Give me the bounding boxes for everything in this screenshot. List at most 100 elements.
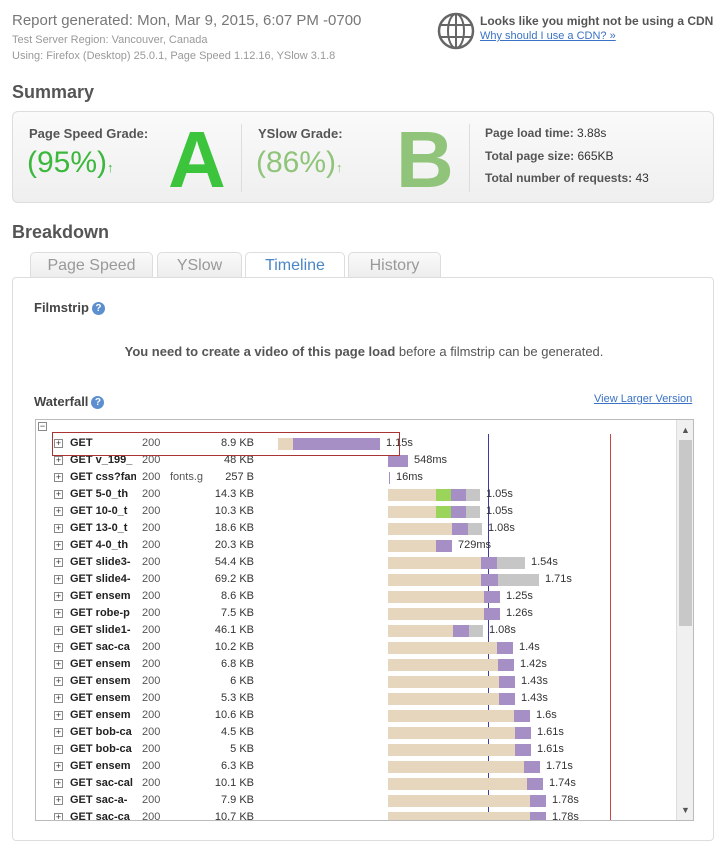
request-duration: 1.42s — [520, 658, 547, 670]
waterfall-row[interactable]: + GET v_199_ 200 48 KB 548ms — [52, 452, 678, 469]
request-duration: 16ms — [396, 471, 423, 483]
collapse-all-icon[interactable]: − — [38, 421, 47, 431]
waterfall-row[interactable]: + GET 200 8.9 KB 1.15s — [52, 435, 678, 452]
request-duration: 1.74s — [549, 777, 576, 789]
waterfall-row[interactable]: + GET sac-ca 200 10.7 KB 1.78s — [52, 809, 678, 821]
timing-bar-receive — [293, 438, 380, 450]
filmstrip-title: Filmstrip? — [34, 300, 105, 315]
request-status: 200 — [142, 522, 161, 534]
timing-bar-receive — [388, 455, 408, 467]
tab-yslow[interactable]: YSlow — [157, 252, 242, 279]
expand-row-icon[interactable]: + — [54, 455, 63, 465]
timing-bar-wait — [388, 540, 436, 552]
help-icon[interactable]: ? — [91, 302, 105, 315]
request-size: 14.3 KB — [214, 488, 254, 500]
expand-row-icon[interactable]: + — [54, 744, 63, 754]
expand-row-icon[interactable]: + — [54, 761, 63, 771]
expand-row-icon[interactable]: + — [54, 438, 63, 448]
request-count-label: Total number of requests: — [485, 171, 633, 185]
expand-row-icon[interactable]: + — [54, 727, 63, 737]
waterfall-row[interactable]: + GET ensem 200 6.3 KB 1.71s — [52, 758, 678, 775]
waterfall-row[interactable]: + GET css?fami 200 fonts.g 257 B 16ms — [52, 469, 678, 486]
expand-row-icon[interactable]: + — [54, 625, 63, 635]
request-duration: 1.61s — [537, 726, 564, 738]
waterfall-row[interactable]: + GET ensem 200 5.3 KB 1.43s — [52, 690, 678, 707]
request-status: 200 — [142, 590, 161, 602]
waterfall-row[interactable]: + GET sac-a- 200 7.9 KB 1.78s — [52, 792, 678, 809]
pagespeed-grade: A — [168, 115, 226, 204]
expand-row-icon[interactable]: + — [54, 778, 63, 788]
request-url: GET css?fami — [70, 471, 136, 483]
request-url: GET ensem — [70, 658, 131, 670]
waterfall-title: Waterfall? — [34, 394, 105, 409]
request-size: 10.7 KB — [214, 811, 254, 821]
waterfall-row[interactable]: + GET bob-ca 200 4.5 KB 1.61s — [52, 724, 678, 741]
request-size: 18.6 KB — [214, 522, 254, 534]
waterfall-row[interactable]: + GET slide1- 200 46.1 KB 1.08s — [52, 622, 678, 639]
request-status: 200 — [142, 488, 161, 500]
expand-row-icon[interactable]: + — [54, 608, 63, 618]
waterfall-row[interactable]: + GET 4-0_th 200 20.3 KB 729ms — [52, 537, 678, 554]
request-status: 200 — [142, 743, 161, 755]
request-status: 200 — [142, 454, 161, 466]
yslow-label: YSlow Grade: — [258, 126, 343, 141]
timing-bar-wait — [388, 523, 452, 535]
expand-row-icon[interactable]: + — [54, 642, 63, 652]
request-size: 8.9 KB — [220, 437, 254, 449]
timing-bar-wait — [388, 676, 499, 688]
expand-row-icon[interactable]: + — [54, 574, 63, 584]
tab-timeline[interactable]: Timeline — [245, 252, 345, 280]
filmstrip-title-text: Filmstrip — [34, 300, 89, 315]
expand-row-icon[interactable]: + — [54, 557, 63, 567]
expand-row-icon[interactable]: + — [54, 523, 63, 533]
waterfall-row[interactable]: + GET sac-ca 200 10.2 KB 1.4s — [52, 639, 678, 656]
waterfall-row[interactable]: + GET ensem 200 6.8 KB 1.42s — [52, 656, 678, 673]
expand-row-icon[interactable]: + — [54, 506, 63, 516]
summary-divider — [241, 124, 242, 192]
expand-row-icon[interactable]: + — [54, 676, 63, 686]
request-url: GET ensem — [70, 590, 131, 602]
expand-row-icon[interactable]: + — [54, 659, 63, 669]
request-duration: 1.25s — [506, 590, 533, 602]
scroll-down-icon[interactable]: ▼ — [681, 805, 690, 815]
request-url: GET sac-ca — [70, 811, 130, 821]
request-duration: 1.26s — [506, 607, 533, 619]
expand-row-icon[interactable]: + — [54, 795, 63, 805]
waterfall-scrollbar[interactable]: ▲ ▼ — [676, 420, 693, 820]
waterfall-row[interactable]: + GET ensem 200 6 KB 1.43s — [52, 673, 678, 690]
request-url: GET sac-a- — [70, 794, 128, 806]
waterfall-row[interactable]: + GET 5-0_th 200 14.3 KB 1.05s — [52, 486, 678, 503]
waterfall-row[interactable]: + GET bob-ca 200 5 KB 1.61s — [52, 741, 678, 758]
waterfall-row[interactable]: + GET sac-cal 200 10.1 KB 1.74s — [52, 775, 678, 792]
scroll-up-icon[interactable]: ▲ — [681, 425, 690, 435]
scrollbar-thumb[interactable] — [679, 440, 692, 626]
waterfall-row[interactable]: + GET slide4- 200 69.2 KB 1.71s — [52, 571, 678, 588]
timing-bar-wait — [388, 574, 481, 586]
page-size-label: Total page size: — [485, 149, 575, 163]
expand-row-icon[interactable]: + — [54, 472, 63, 482]
request-status: 200 — [142, 556, 161, 568]
waterfall-row[interactable]: + GET ensem 200 10.6 KB 1.6s — [52, 707, 678, 724]
expand-row-icon[interactable]: + — [54, 591, 63, 601]
tab-page-speed[interactable]: Page Speed — [30, 252, 153, 279]
expand-row-icon[interactable]: + — [54, 693, 63, 703]
expand-row-icon[interactable]: + — [54, 540, 63, 550]
timing-bar-receive — [498, 659, 514, 671]
expand-row-icon[interactable]: + — [54, 489, 63, 499]
help-icon[interactable]: ? — [91, 396, 105, 409]
waterfall-row[interactable]: + GET 10-0_t 200 10.3 KB 1.05s — [52, 503, 678, 520]
expand-row-icon[interactable]: + — [54, 710, 63, 720]
waterfall-row[interactable]: + GET robe-p 200 7.5 KB 1.26s — [52, 605, 678, 622]
timing-bar-wait — [388, 506, 436, 518]
why-cdn-link[interactable]: Why should I use a CDN? » — [480, 30, 616, 42]
tab-history[interactable]: History — [348, 252, 441, 279]
view-larger-link[interactable]: View Larger Version — [594, 393, 693, 405]
expand-row-icon[interactable]: + — [54, 812, 63, 821]
request-duration: 1.71s — [545, 573, 572, 585]
waterfall-row[interactable]: + GET ensem 200 8.6 KB 1.25s — [52, 588, 678, 605]
request-url: GET 5-0_th — [70, 488, 129, 500]
waterfall-row[interactable]: + GET 13-0_t 200 18.6 KB 1.08s — [52, 520, 678, 537]
waterfall-row[interactable]: + GET slide3- 200 54.4 KB 1.54s — [52, 554, 678, 571]
timing-bar-receive — [481, 574, 498, 586]
timing-bar-wait — [388, 608, 484, 620]
